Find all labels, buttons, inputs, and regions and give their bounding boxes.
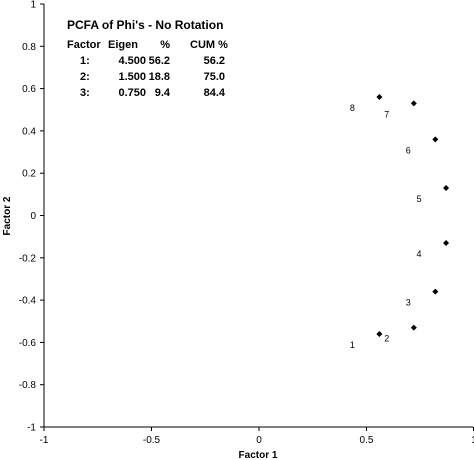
data-point-2 [410, 324, 417, 331]
annotation-table: PCFA of Phi's - No Rotation Factor Eigen… [67, 18, 228, 99]
data-point-8 [376, 94, 383, 101]
annotation-header-factor: Factor [67, 39, 101, 51]
annotation-header-pct: % [160, 39, 170, 51]
annotation-header-eigen: Eigen [108, 39, 138, 51]
annotation-cell: 1: [80, 55, 90, 67]
data-point-4 [443, 239, 450, 246]
x-tick-label: -0.5 [143, 435, 161, 446]
y-tick-label: 1 [30, 0, 36, 11]
y-tick-label: -1 [27, 423, 36, 434]
data-point-1 [376, 330, 383, 337]
annotation-cell: 56.2 [149, 55, 170, 67]
y-axis-ticks: -1 -0.8 -0.6 -0.4 -0.2 0 0.2 0.4 0.6 0.8 1 [19, 0, 44, 434]
y-tick-label: -0.8 [19, 380, 37, 391]
annotation-cell: 0.750 [118, 87, 146, 99]
point-label-2: 2 [384, 334, 389, 344]
annotation-cell: 75.0 [204, 71, 225, 83]
point-label-5: 5 [417, 194, 422, 204]
data-point-7 [410, 100, 417, 107]
x-tick-label: 0 [256, 435, 262, 446]
point-label-3: 3 [406, 298, 411, 308]
point-label-4: 4 [417, 249, 422, 259]
x-tick-label: -1 [40, 435, 49, 446]
point-label-1: 1 [350, 340, 355, 350]
y-tick-label: -0.4 [19, 296, 37, 307]
annotation-header-cum: CUM % [190, 39, 228, 51]
data-point-5 [443, 185, 450, 192]
annotation-cell: 1.500 [118, 71, 146, 83]
y-tick-label: 0.2 [22, 169, 36, 180]
x-axis-title: Factor 1 [239, 450, 278, 460]
x-axis-ticks: -1 -0.5 0 0.5 1 [40, 427, 474, 446]
point-label-7: 7 [384, 109, 389, 119]
y-tick-label: 0.6 [22, 84, 36, 95]
data-point-6 [432, 136, 439, 143]
annotation-title: PCFA of Phi's - No Rotation [67, 18, 223, 32]
point-label-6: 6 [406, 145, 411, 155]
data-point-3 [432, 288, 439, 295]
y-axis-title: Factor 2 [2, 196, 13, 235]
point-label-8: 8 [350, 103, 355, 113]
y-tick-label: 0 [30, 211, 36, 222]
y-tick-label: -0.6 [19, 338, 37, 349]
annotation-cell: 18.8 [149, 71, 170, 83]
y-tick-label: 0.8 [22, 42, 36, 53]
data-points [376, 94, 450, 337]
y-tick-label: -0.2 [19, 253, 37, 264]
y-tick-label: 0.4 [22, 126, 36, 137]
annotation-cell: 2: [80, 71, 90, 83]
x-tick-label: 1 [471, 435, 474, 446]
annotation-cell: 9.4 [155, 87, 171, 99]
x-tick-label: 0.5 [360, 435, 374, 446]
annotation-cell: 3: [80, 87, 90, 99]
annotation-cell: 56.2 [204, 55, 225, 67]
annotation-cell: 84.4 [204, 87, 226, 99]
annotation-cell: 4.500 [118, 55, 146, 67]
point-labels: 1 2 3 4 5 6 7 8 [350, 103, 422, 350]
